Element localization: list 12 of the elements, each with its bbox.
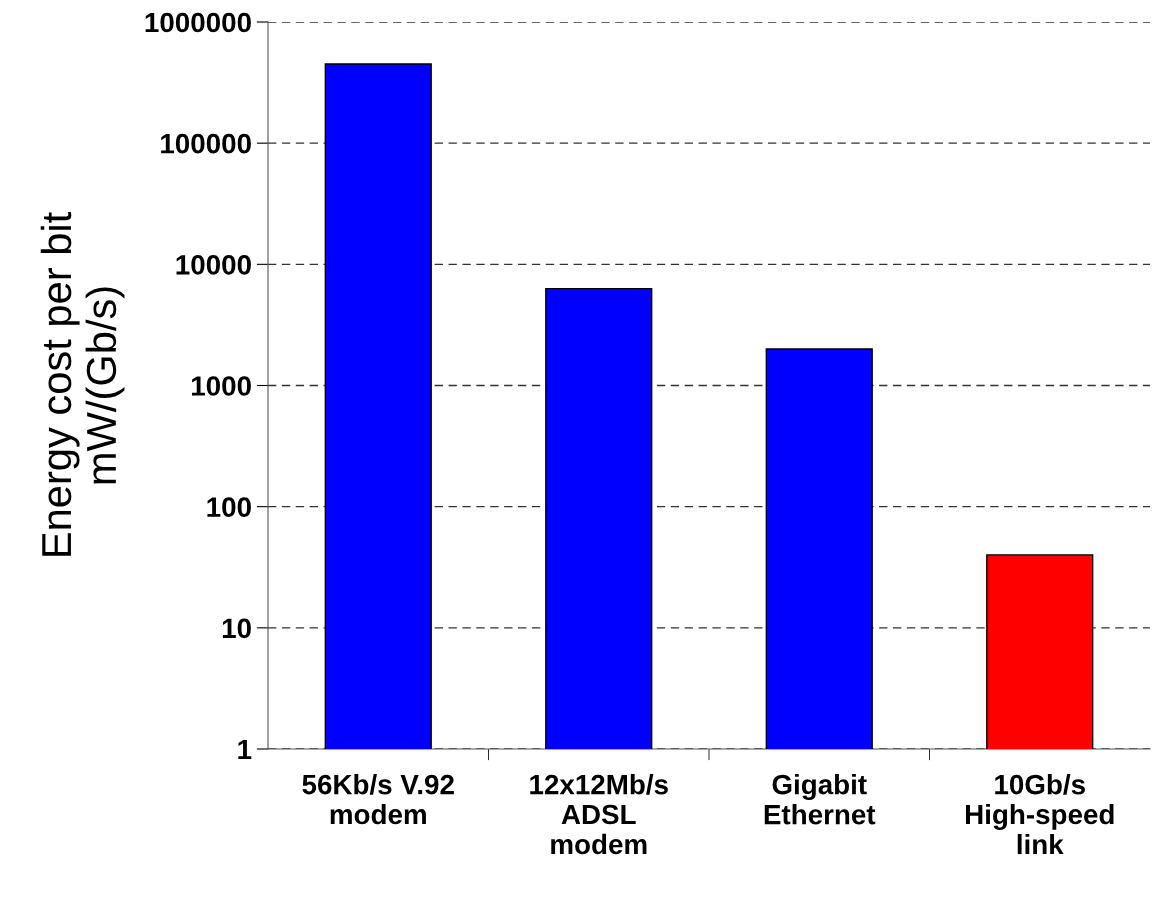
y-tick-label: 100000 bbox=[161, 133, 251, 154]
x-tick-label: Gigabit Ethernet bbox=[764, 774, 876, 825]
x-tick-label: 56Kb/s V.92 modem bbox=[302, 774, 454, 825]
y-tick-label: 10 bbox=[222, 618, 251, 639]
y-axis-title: Energy cost per bit mW/(Gb/s) bbox=[40, 212, 125, 556]
y-tick-label: 1 bbox=[238, 739, 252, 760]
y-tick-label: 1000 bbox=[191, 376, 251, 396]
x-tick-label: 10Gb/s High-speed link bbox=[965, 774, 1114, 855]
y-tick-label: 1000000 bbox=[145, 12, 251, 33]
x-tick-label: 12x12Mb/s ADSL modem bbox=[530, 774, 668, 855]
y-tick-label: 10000 bbox=[176, 255, 251, 275]
y-tick-label: 100 bbox=[207, 497, 251, 518]
